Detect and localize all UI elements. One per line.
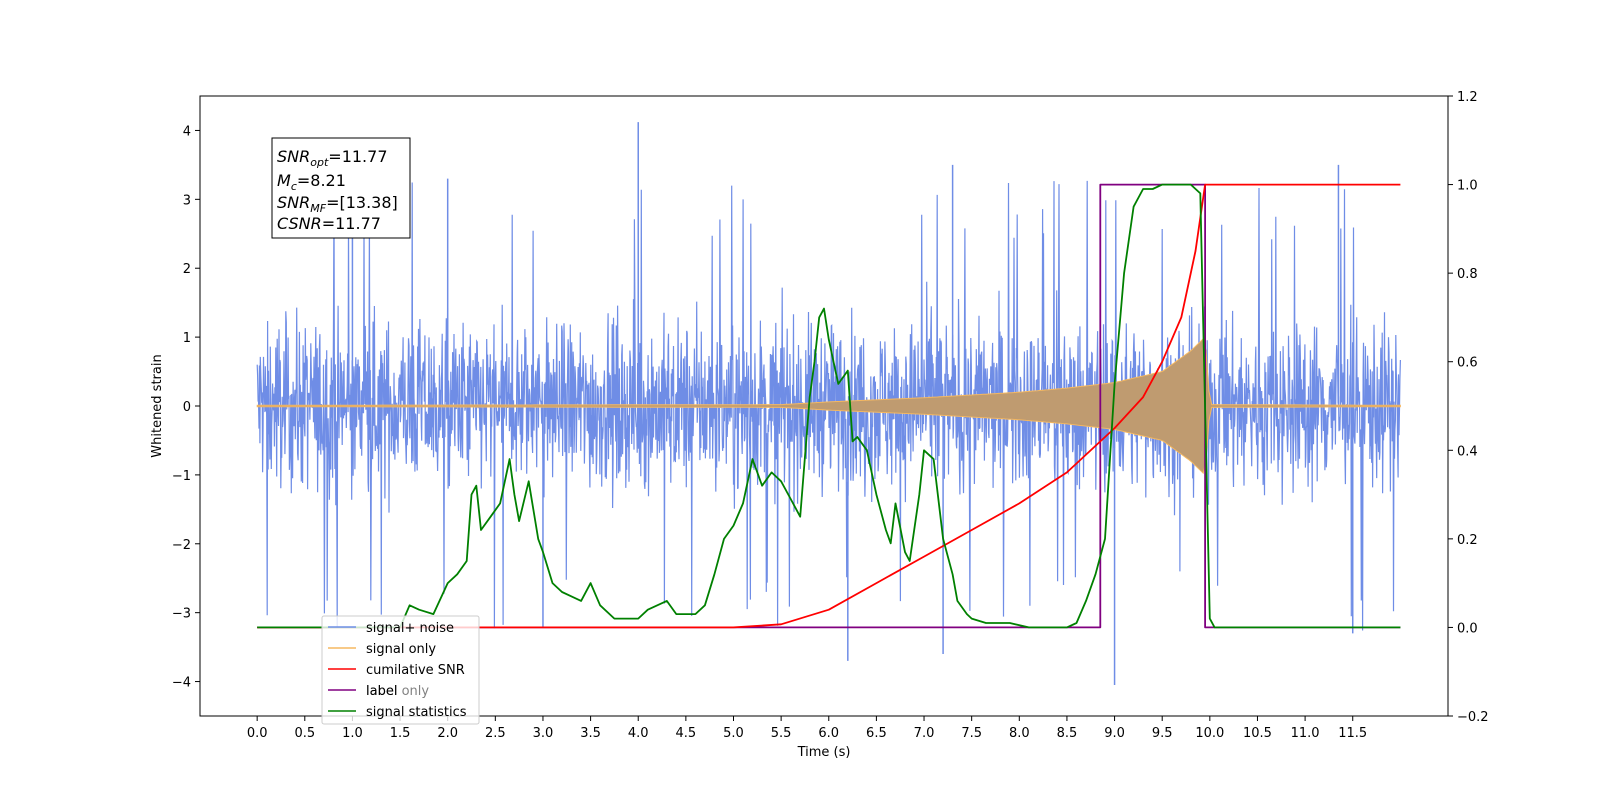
x-tick-label: 9.0 (1104, 726, 1125, 741)
y-tick-label: −4 (172, 676, 191, 691)
x-tick-label: 1.5 (390, 726, 411, 741)
y2-tick-label: −0.2 (1457, 710, 1489, 725)
annotation-snr-opt: SNRopt=11.77 (277, 147, 388, 169)
x-tick-label: 8.0 (1009, 726, 1030, 741)
x-tick-label: 0.0 (247, 726, 268, 741)
x-tick-label: 0.5 (294, 726, 315, 741)
y-axis-left: −4 −3 −2 −1 0 1 2 3 4 (172, 124, 200, 691)
x-tick-label: 4.5 (676, 726, 697, 741)
y-axis-label: Whitened strain (150, 354, 165, 457)
x-tick-label: 2.5 (485, 726, 506, 741)
annotation-csnr: CSNR=11.77 (277, 214, 381, 233)
series-layer (256, 122, 1401, 685)
x-tick-label: 5.0 (723, 726, 744, 741)
annotation-mc: Mc=8.21 (277, 171, 346, 193)
x-tick-label: 10.0 (1195, 726, 1224, 741)
x-tick-label: 2.0 (437, 726, 458, 741)
y-tick-label: 3 (183, 193, 191, 208)
x-tick-label: 6.5 (866, 726, 887, 741)
legend-label-signal-only: signal only (366, 642, 436, 657)
y2-tick-label: 0.8 (1457, 267, 1478, 282)
series-signal-only-envelope (256, 337, 1401, 475)
y-tick-label: 4 (183, 124, 191, 139)
x-tick-label: 5.5 (771, 726, 792, 741)
x-tick-label: 6.0 (818, 726, 839, 741)
x-tick-label: 10.5 (1243, 726, 1272, 741)
x-tick-label: 7.5 (961, 726, 982, 741)
x-tick-label: 3.0 (533, 726, 554, 741)
x-tick-label: 7.0 (914, 726, 935, 741)
x-tick-label: 3.5 (580, 726, 601, 741)
y2-tick-label: 0.4 (1457, 444, 1478, 459)
y-tick-label: −3 (172, 607, 191, 622)
x-tick-label: 4.0 (628, 726, 649, 741)
x-tick-label: 8.5 (1057, 726, 1078, 741)
legend-label-signal-statistics: signal statistics (366, 705, 467, 720)
legend-label-cumulative-snr: cumilative SNR (366, 663, 465, 678)
y-tick-label: −1 (172, 469, 191, 484)
x-tick-label: 9.5 (1152, 726, 1173, 741)
y2-tick-label: 1.2 (1457, 90, 1478, 105)
y2-tick-label: 0.2 (1457, 533, 1478, 548)
y-tick-label: 1 (183, 331, 191, 346)
legend-label-signal-noise: signal+ noise (366, 621, 454, 636)
y2-tick-label: 1.0 (1457, 179, 1478, 194)
y-tick-label: 2 (183, 262, 191, 277)
series-signal-statistics-line (257, 183, 1401, 629)
annotation-snr-mf: SNRMF=[13.38] (277, 193, 398, 215)
y-axis-right: −0.2 0.0 0.2 0.4 0.6 0.8 1.0 1.2 (1448, 90, 1489, 725)
x-tick-label: 11.5 (1338, 726, 1367, 741)
x-axis-label: Time (s) (797, 745, 851, 760)
legend-label-label-only: label only (366, 684, 429, 699)
y2-tick-label: 0.6 (1457, 356, 1478, 371)
x-tick-label: 1.0 (342, 726, 363, 741)
y-tick-label: 0 (183, 400, 191, 415)
x-tick-label: 11.0 (1291, 726, 1320, 741)
snr-annotation-box: SNRopt=11.77 Mc=8.21 SNRMF=[13.38] CSNR=… (271, 137, 411, 239)
legend: signal+ noise signal only cumilative SNR… (321, 615, 480, 725)
y2-tick-label: 0.0 (1457, 621, 1478, 636)
legend-label-label: label (366, 684, 397, 699)
series-cumulative-snr-line (257, 183, 1401, 629)
y-tick-label: −2 (172, 538, 191, 553)
